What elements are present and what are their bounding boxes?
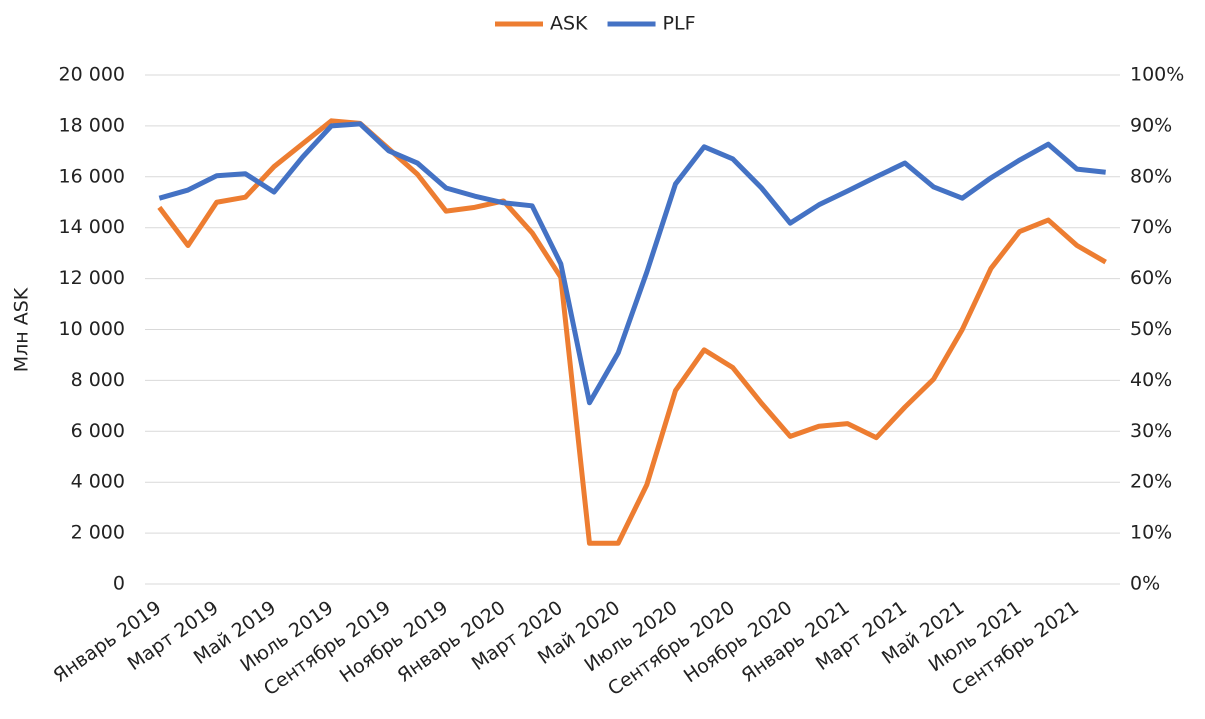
y-tick-label: 6 000 xyxy=(71,420,125,442)
y2-tick-label: 100% xyxy=(1130,64,1184,86)
y-tick-label: 2 000 xyxy=(71,522,125,544)
line-series xyxy=(158,121,1106,406)
y2-tick-label: 30% xyxy=(1130,420,1172,442)
y-tick-label: 14 000 xyxy=(59,216,125,238)
y2-tick-label: 40% xyxy=(1130,369,1172,391)
y2-tick-label: 0% xyxy=(1130,573,1160,595)
y-tick-label: 16 000 xyxy=(59,165,125,187)
y-tick-label: 20 000 xyxy=(59,64,125,86)
y-tick-label: 18 000 xyxy=(59,114,125,136)
y2-tick-label: 20% xyxy=(1130,471,1172,493)
y2-tick-label: 90% xyxy=(1130,114,1172,136)
y2-tick-label: 80% xyxy=(1130,165,1172,187)
legend-label: PLF xyxy=(663,13,696,35)
line-series xyxy=(157,118,1107,546)
y-tick-label: 8 000 xyxy=(71,369,125,391)
y2-tick-label: 50% xyxy=(1130,318,1172,340)
y-tick-label: 12 000 xyxy=(59,267,125,289)
y2-tick-label: 60% xyxy=(1130,267,1172,289)
y2-tick-label: 70% xyxy=(1130,216,1172,238)
y-tick-label: 0 xyxy=(113,573,125,595)
y-axis-label: Млн ASK xyxy=(11,287,33,372)
y2-tick-label: 10% xyxy=(1130,522,1172,544)
y-tick-label: 4 000 xyxy=(71,471,125,493)
y-tick-label: 10 000 xyxy=(59,318,125,340)
legend-label: ASK xyxy=(550,13,588,35)
